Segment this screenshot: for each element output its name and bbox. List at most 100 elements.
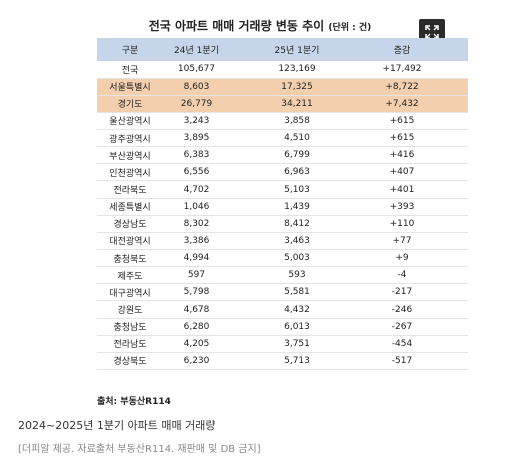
table-cell: +17,492 <box>364 61 468 79</box>
table-cell: 6,383 <box>163 146 230 165</box>
table-cell: +416 <box>364 146 468 165</box>
table-cell: 대구광역시 <box>97 283 163 302</box>
table-cell: 3,858 <box>230 112 364 131</box>
table-cell: 8,603 <box>163 78 230 96</box>
table-row: 경기도 26,779 34,211 +7,432 <box>97 95 468 113</box>
table-cell: 경기도 <box>97 95 163 113</box>
table-row: 대전광역시 3,386 3,463 +77 <box>97 232 468 251</box>
table-cell: 6,799 <box>230 146 364 165</box>
credit: [더피알 제공. 자료출처 부동산R114. 재판매 및 DB 금지] <box>18 444 261 455</box>
table-row: 인천광역시 6,556 6,963 +407 <box>97 163 468 182</box>
table-cell: 6,013 <box>230 318 364 336</box>
header-cell: 24년 1분기 <box>163 38 230 61</box>
table-row: 충청남도 6,280 6,013 -267 <box>97 318 468 336</box>
table-cell: -217 <box>364 283 468 302</box>
table-cell: +407 <box>364 163 468 182</box>
table-cell: 4,432 <box>230 300 364 319</box>
expand-icon <box>425 25 439 39</box>
table-cell: +393 <box>364 198 468 216</box>
table-cell: 6,280 <box>163 318 230 336</box>
data-table: 구분 24년 1분기 25년 1분기 증감 전국 105,677 123,169 +17,4… <box>97 38 468 371</box>
table-cell: 광주광역시 <box>97 129 163 148</box>
table-cell: +615 <box>364 129 468 148</box>
table-row: 경상남도 8,302 8,412 +110 <box>97 215 468 233</box>
table-cell: 5,003 <box>230 249 364 268</box>
table-cell: 26,779 <box>163 95 230 113</box>
table-cell: 6,556 <box>163 163 230 182</box>
table-cell: 경상남도 <box>97 215 163 233</box>
table-cell: +9 <box>364 249 468 268</box>
header-cell: 구분 <box>97 38 163 61</box>
title-text: 전국 아파트 매매 거래량 변동 추이 <box>148 19 325 33</box>
table-row: 전국 105,677 123,169 +17,492 <box>97 61 468 79</box>
table-cell: 3,243 <box>163 112 230 131</box>
table-cell: -517 <box>364 352 468 371</box>
header-row: 구분 24년 1분기 25년 1분기 증감 <box>97 38 468 61</box>
table-cell: 3,895 <box>163 129 230 148</box>
table-cell: 세종특별시 <box>97 198 163 216</box>
table-row: 광주광역시 3,895 4,510 +615 <box>97 129 468 148</box>
table-cell: +615 <box>364 112 468 131</box>
table-cell: 4,678 <box>163 300 230 319</box>
unit: (단위 : 건) <box>328 23 372 33</box>
table-cell: 6,230 <box>163 352 230 371</box>
table-cell: 전국 <box>97 61 163 79</box>
table-cell: 8,302 <box>163 215 230 233</box>
table-cell: 34,211 <box>230 95 364 113</box>
table-row: 대구광역시 5,798 5,581 -217 <box>97 283 468 302</box>
table-cell: 5,713 <box>230 352 364 371</box>
table-cell: -454 <box>364 335 468 353</box>
table-row: 제주도 597 593 -4 <box>97 266 468 285</box>
table-cell: 6,963 <box>230 163 364 182</box>
table-cell: +7,432 <box>364 95 468 113</box>
table-cell: -246 <box>364 300 468 319</box>
table-cell: +8,722 <box>364 78 468 96</box>
source: 출처: 부동산R114 <box>97 397 171 407</box>
header-cell: 25년 1분기 <box>230 38 364 61</box>
title: 전국 아파트 매매 거래량 변동 추이 (단위 : 건) <box>0 17 520 34</box>
table-cell: 경상북도 <box>97 352 163 371</box>
table-row: 전라남도 4,205 3,751 -454 <box>97 335 468 353</box>
table-cell: 울산광역시 <box>97 112 163 131</box>
table-cell: 5,581 <box>230 283 364 302</box>
table-cell: 1,046 <box>163 198 230 216</box>
table-cell: +110 <box>364 215 468 233</box>
table-cell: 인천광역시 <box>97 163 163 182</box>
table-cell: 597 <box>163 266 230 285</box>
table-cell: 서울특별시 <box>97 78 163 96</box>
table-cell: 4,702 <box>163 180 230 199</box>
table-cell: +401 <box>364 180 468 199</box>
table-cell: 강원도 <box>97 300 163 319</box>
table-cell: 4,205 <box>163 335 230 353</box>
table-row: 부산광역시 6,383 6,799 +416 <box>97 146 468 165</box>
table-row: 경상북도 6,230 5,713 -517 <box>97 352 468 371</box>
table-cell: 전라북도 <box>97 180 163 199</box>
table-cell: 3,751 <box>230 335 364 353</box>
table-cell: +77 <box>364 232 468 251</box>
table-cell: 3,463 <box>230 232 364 251</box>
table-cell: 대전광역시 <box>97 232 163 251</box>
table-cell: 5,103 <box>230 180 364 199</box>
table-cell: 3,386 <box>163 232 230 251</box>
table-cell: 17,325 <box>230 78 364 96</box>
table-cell: 123,169 <box>230 61 364 79</box>
table-cell: 593 <box>230 266 364 285</box>
table-cell: 제주도 <box>97 266 163 285</box>
caption: 2024~2025년 1분기 아파트 매매 거래량 <box>18 419 216 432</box>
table-row: 강원도 4,678 4,432 -246 <box>97 300 468 319</box>
table-cell: 8,412 <box>230 215 364 233</box>
table-cell: 충청북도 <box>97 249 163 268</box>
table-cell: 105,677 <box>163 61 230 79</box>
header-cell: 증감 <box>364 38 468 61</box>
table-cell: 5,798 <box>163 283 230 302</box>
table-row: 울산광역시 3,243 3,858 +615 <box>97 112 468 131</box>
table-cell: -267 <box>364 318 468 336</box>
table-row: 충청북도 4,994 5,003 +9 <box>97 249 468 268</box>
table-row: 전라북도 4,702 5,103 +401 <box>97 180 468 199</box>
table-row: 서울특별시 8,603 17,325 +8,722 <box>97 78 468 96</box>
table-cell: 4,994 <box>163 249 230 268</box>
table-cell: 4,510 <box>230 129 364 148</box>
table-cell: 충청남도 <box>97 318 163 336</box>
table-cell: 부산광역시 <box>97 146 163 165</box>
